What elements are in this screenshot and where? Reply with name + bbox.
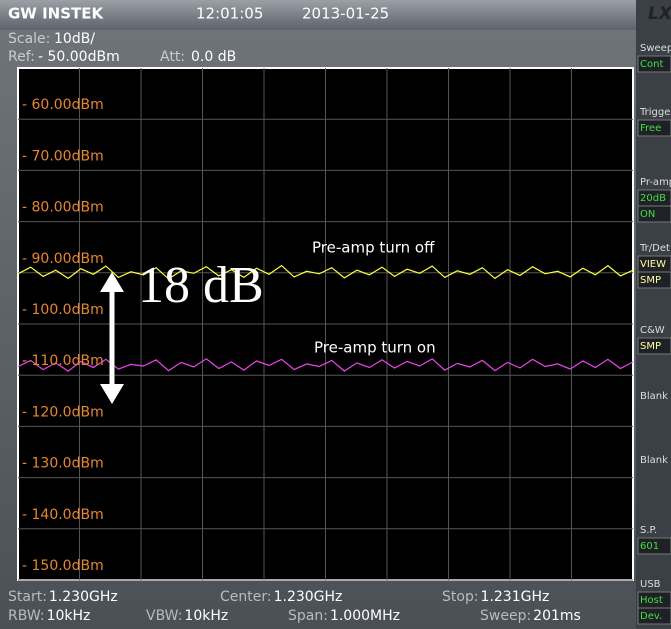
softkey (637, 205, 671, 223)
softkey-title: C&W (640, 325, 665, 336)
status-label: VBW: (146, 608, 182, 624)
softkey-value: 601 (640, 541, 659, 552)
softkey-value: Cont (640, 59, 663, 70)
status-label: Sweep: (480, 608, 531, 624)
status-label: Span: (288, 608, 328, 624)
status-label: Start: (8, 589, 47, 605)
status-value: 1.231GHz (481, 589, 550, 605)
softkey (637, 607, 671, 625)
y-tick-label: - 150.0dBm (22, 558, 104, 574)
scale-value: 10dB/ (54, 31, 95, 47)
trace (17, 358, 634, 372)
traces (17, 264, 634, 372)
att-label: Att: (160, 49, 185, 65)
arrow-head-down (100, 384, 124, 404)
softkey-value: ON (640, 209, 655, 220)
y-tick-label: - 100.0dBm (22, 302, 104, 318)
softkey-title: USB (640, 579, 661, 590)
status-label: Stop: (442, 589, 479, 605)
status-value: 1.000MHz (330, 608, 400, 624)
header-bar (0, 0, 636, 30)
softkey (637, 337, 671, 355)
softkey-value: SMP (640, 275, 661, 286)
softkey (637, 271, 671, 289)
softkey (637, 119, 671, 137)
status-value: 201ms (533, 608, 581, 624)
softkey-title: Sweep (640, 43, 671, 54)
arrow-head-up (100, 272, 124, 292)
ref-label: Ref: (8, 49, 35, 65)
status-label: Center: (220, 589, 272, 605)
date: 2013-01-25 (302, 5, 389, 23)
y-tick-label: - 110.0dBm (22, 353, 104, 369)
labels: - 60.00dBm - 70.00dBm - 80.00dBm - 90.00dBm… (22, 97, 104, 574)
softkey-value: Free (640, 123, 661, 134)
annotation-on: Pre-amp turn on (314, 339, 436, 357)
time: 12:01:05 (196, 5, 263, 23)
side-panel (636, 0, 671, 629)
status-value: 1.230GHz (274, 589, 343, 605)
annotation-db: 18 dB (138, 257, 264, 314)
softkey-title: S.P. (640, 525, 657, 536)
softkey-value: Dev. (640, 611, 662, 622)
softkey (637, 537, 671, 555)
status-label: RBW: (8, 608, 45, 624)
status-value: 10kHz (184, 608, 228, 624)
brand: GW INSTEK (8, 5, 104, 23)
softkey (637, 55, 671, 73)
ref-value: - 50.00dBm (38, 49, 120, 65)
softkey-title: Trigger (639, 107, 671, 118)
status-value: 1.230GHz (49, 589, 118, 605)
y-tick-label: - 70.00dBm (22, 148, 104, 164)
softkey-title: Blank (640, 455, 668, 466)
y-tick-label: - 90.00dBm (22, 251, 104, 267)
trace (17, 264, 634, 280)
annotation-off: Pre-amp turn off (312, 239, 435, 257)
softkey-value: 20dB (640, 193, 666, 204)
scale-label: Scale: (8, 31, 50, 47)
softkey-title: Blank (640, 391, 668, 402)
y-tick-label: - 130.0dBm (22, 456, 104, 472)
y-tick-label: - 120.0dBm (22, 404, 104, 420)
y-tick-label: - 80.00dBm (22, 200, 104, 216)
status-value: 10kHz (47, 608, 91, 624)
softkey-value: SMP (640, 341, 661, 352)
att-value: 0.0 dB (191, 49, 236, 65)
softkey-title: Tr/Det (639, 243, 670, 254)
softkey-value: VIEW (640, 259, 666, 270)
y-tick-label: - 140.0dBm (22, 507, 104, 523)
horizontal-grid (18, 118, 633, 581)
y-tick-label: - 60.00dBm (22, 97, 104, 113)
logo: LX (648, 4, 671, 24)
softkey-value: Host (640, 595, 663, 606)
softkey-title: Pr-amp (640, 177, 671, 188)
